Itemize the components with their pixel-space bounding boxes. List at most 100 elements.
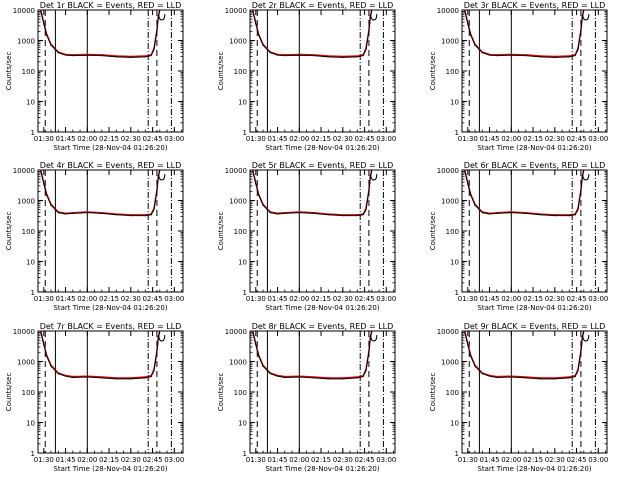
detector-panel: Det 1r BLACK = Events, RED = LLD 1 10 100 10…	[5, 1, 184, 152]
x-tick-label: 01:45	[479, 135, 499, 143]
x-tick-label: 02:30	[545, 456, 565, 464]
y-tick-label: 100	[446, 389, 459, 397]
y-tick-label: 1000	[441, 198, 459, 206]
end-marker-glyph	[582, 334, 590, 342]
data-point	[580, 351, 582, 353]
data-point	[539, 378, 541, 380]
events-series-line	[464, 331, 585, 380]
plot-frame	[249, 169, 396, 293]
x-tick-label: 01:45	[267, 456, 287, 464]
data-point	[276, 375, 279, 377]
data-point	[464, 10, 466, 12]
data-point	[298, 54, 300, 56]
data-point	[327, 55, 329, 57]
events-series-line	[40, 10, 161, 58]
y-tick-label: 1000	[17, 38, 35, 46]
data-point	[130, 55, 132, 58]
data-point	[481, 373, 483, 375]
x-tick-label: 01:30	[246, 295, 266, 303]
data-point	[40, 331, 42, 333]
y-tick-label: 1000	[229, 359, 247, 367]
y-tick-label: 10000	[225, 328, 247, 336]
data-point	[510, 212, 512, 214]
y-tick-label: 10	[26, 259, 35, 267]
data-point	[46, 355, 48, 357]
data-point	[313, 377, 315, 379]
y-tick-label: 10000	[13, 328, 35, 336]
panel-title: Det 7r BLACK = Events, RED = LLD	[40, 322, 182, 331]
x-tick-label: 01:45	[479, 456, 499, 464]
y-tick-label: 100	[234, 389, 247, 397]
data-point	[43, 183, 45, 185]
y-axis-label: Counts/sec	[429, 373, 437, 412]
data-point	[101, 212, 103, 214]
data-point	[474, 365, 476, 367]
data-point	[365, 370, 367, 372]
y-tick-label: 1000	[17, 359, 35, 367]
data-point	[252, 10, 254, 12]
data-point	[365, 49, 367, 51]
x-tick-label: 02:30	[121, 456, 141, 464]
plot-frame	[249, 330, 396, 454]
data-point	[583, 331, 585, 332]
lld-series-line	[464, 170, 585, 216]
x-tick-label: 02:00	[77, 135, 97, 143]
x-tick-label: 02:00	[501, 295, 521, 303]
x-tick-label: 02:00	[501, 456, 521, 464]
y-axis-label: Counts/sec	[217, 212, 225, 251]
y-tick-label: 1	[243, 129, 247, 137]
x-tick-label: 01:45	[55, 135, 75, 143]
events-series-line	[252, 170, 373, 217]
data-point	[470, 355, 472, 357]
data-point	[327, 214, 329, 216]
y-tick-label: 1000	[441, 359, 459, 367]
detector-panel: Det 8r BLACK = Events, RED = LLD 1 10 100 10…	[217, 322, 396, 473]
detector-panel: Det 6r BLACK = Events, RED = LLD 1 10 100 10…	[429, 161, 608, 312]
data-point	[115, 377, 117, 379]
end-marker-glyph	[158, 173, 166, 181]
data-point	[57, 52, 59, 54]
plot-frame	[461, 169, 608, 293]
data-point	[470, 194, 472, 196]
x-tick-label: 02:15	[523, 295, 543, 303]
x-tick-label: 02:45	[142, 456, 162, 464]
data-point	[467, 344, 469, 346]
data-point	[298, 375, 300, 377]
data-point	[580, 30, 582, 32]
y-tick-label: 10	[238, 259, 247, 267]
x-tick-label: 02:00	[289, 135, 309, 143]
data-point	[269, 373, 271, 375]
data-point	[144, 56, 146, 58]
y-tick-label: 10	[238, 420, 247, 428]
data-point	[159, 170, 161, 171]
plot-frame	[37, 9, 184, 133]
data-point	[525, 54, 527, 57]
x-axis-label: Start Time (28-Nov-04 01:26:20)	[53, 465, 167, 473]
data-point	[539, 214, 541, 216]
lld-series-line	[252, 331, 373, 379]
y-tick-label: 100	[234, 68, 247, 76]
data-point	[525, 212, 527, 214]
panel-title: Det 9r BLACK = Events, RED = LLD	[464, 322, 606, 331]
x-tick-label: 02:30	[333, 456, 353, 464]
data-point	[368, 30, 370, 32]
y-axis-label: Counts/sec	[429, 212, 437, 251]
data-point	[115, 55, 117, 57]
y-axis-label: Counts/sec	[217, 373, 225, 412]
panel-title: Det 3r BLACK = Events, RED = LLD	[464, 1, 606, 10]
data-point	[144, 376, 146, 378]
data-point	[356, 214, 358, 217]
data-point	[86, 212, 88, 214]
data-point	[342, 377, 344, 379]
data-point	[510, 376, 512, 378]
x-tick-label: 01:45	[55, 295, 75, 303]
data-point	[356, 377, 358, 379]
data-point	[150, 375, 152, 378]
y-tick-label: 100	[234, 228, 247, 236]
data-point	[284, 212, 286, 214]
x-tick-label: 03:00	[164, 295, 184, 303]
x-axis-label: Start Time (28-Nov-04 01:26:20)	[477, 465, 591, 473]
events-series-line	[252, 10, 373, 58]
x-tick-label: 01:30	[246, 135, 266, 143]
x-tick-label: 01:30	[34, 135, 54, 143]
